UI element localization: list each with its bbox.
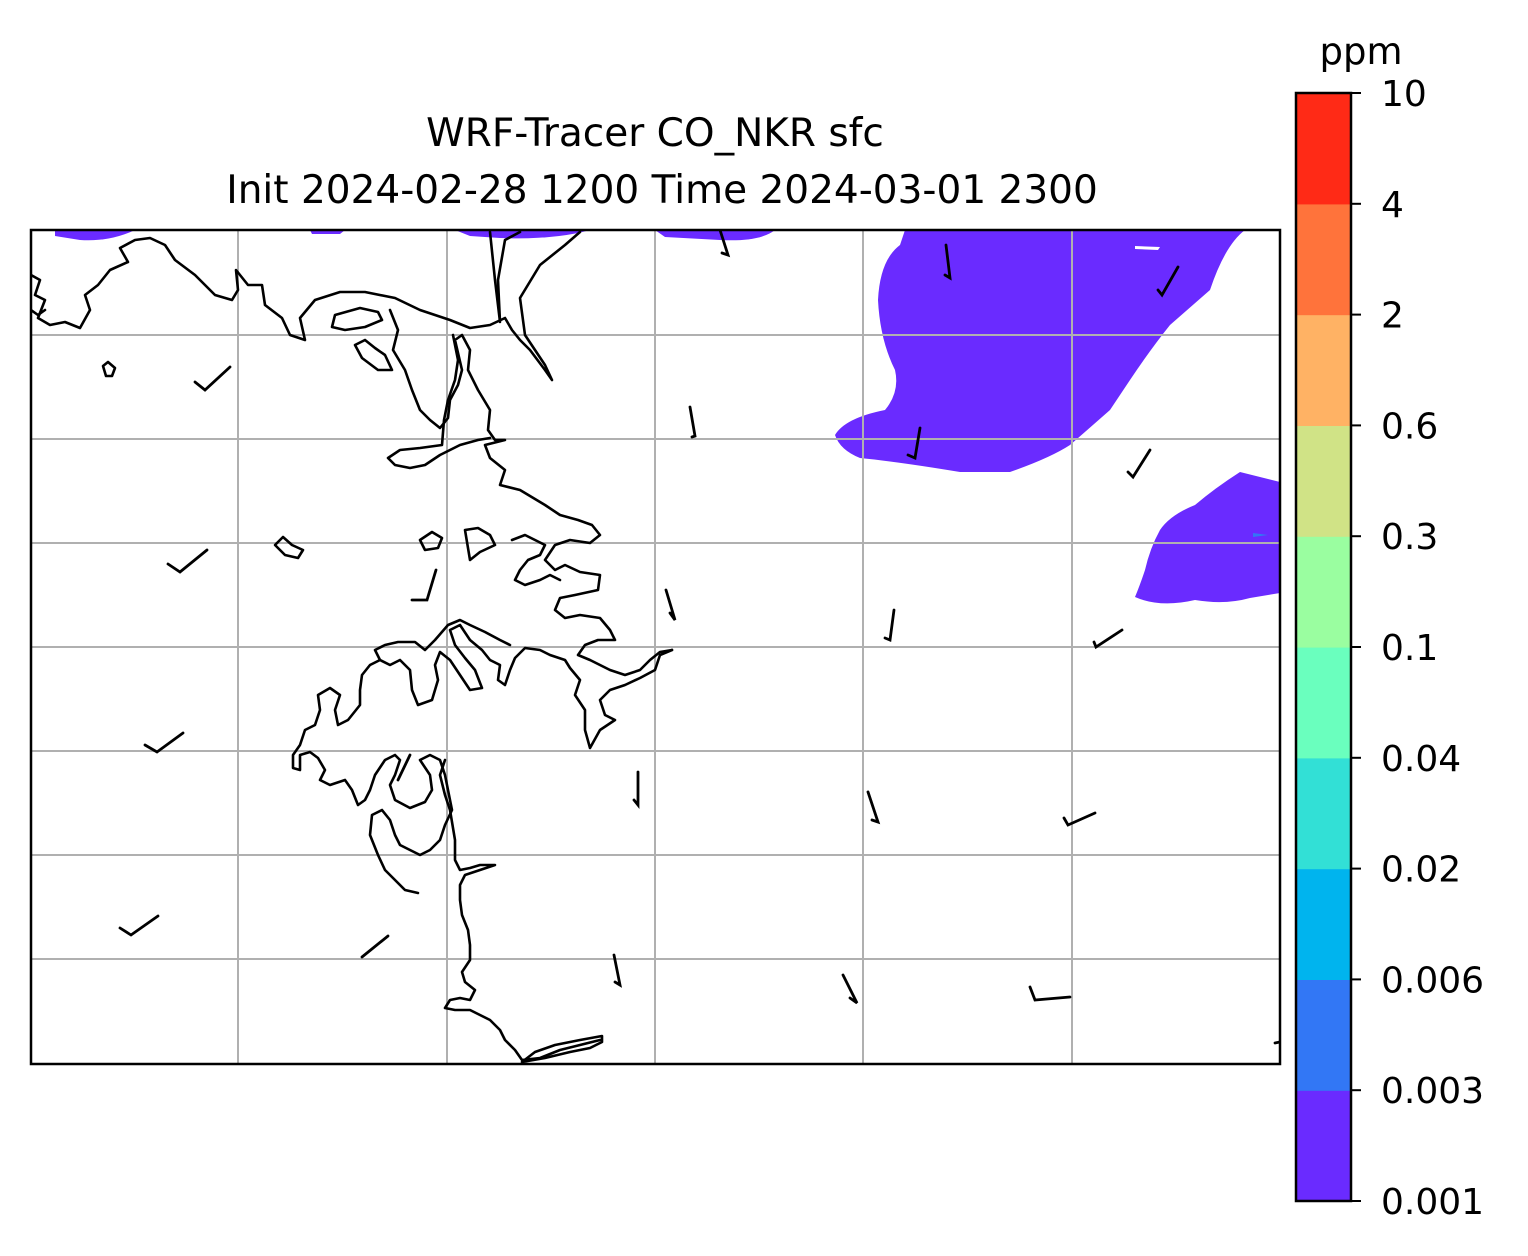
colorbar-tick-label: 0.1 bbox=[1381, 628, 1438, 669]
coast-south bbox=[438, 758, 602, 1062]
colorbar-bands bbox=[1296, 93, 1351, 1202]
coast-south-delta bbox=[520, 1034, 604, 1064]
colorbar-tick-label: 2 bbox=[1381, 296, 1404, 337]
coast-mid-isle bbox=[273, 535, 305, 560]
colorbar-band bbox=[1296, 757, 1351, 870]
colorbar-band bbox=[1296, 203, 1351, 316]
colorbar-band bbox=[1296, 536, 1351, 648]
contour-white-notch bbox=[1135, 246, 1160, 250]
colorbar-band bbox=[1296, 979, 1351, 1091]
colorbar: 0.001 0.003 0.006 0.02 0.04 0.1 0.3 0.6 2 4 10 ppm bbox=[1294, 30, 1484, 1223]
wind-barb bbox=[883, 608, 896, 642]
wind-barb bbox=[718, 230, 731, 258]
colorbar-band bbox=[1296, 868, 1351, 980]
coast-mid-islands bbox=[418, 526, 562, 587]
map-panel bbox=[29, 228, 1282, 1066]
wind-barb bbox=[841, 973, 859, 1005]
colorbar-tick-label: 0.04 bbox=[1381, 739, 1461, 780]
wind-barb bbox=[1028, 985, 1072, 1002]
contour-top-mid-c bbox=[655, 230, 775, 241]
wind-barb bbox=[1126, 448, 1152, 480]
colorbar-band bbox=[1296, 93, 1351, 205]
contour-east-plume bbox=[1135, 472, 1280, 604]
contour-northeast-plume bbox=[835, 230, 1245, 472]
coast-north bbox=[31, 230, 582, 382]
wind-barb bbox=[143, 731, 185, 754]
wind-barb bbox=[632, 770, 640, 809]
colorbar-tick-label: 0.006 bbox=[1381, 960, 1484, 1001]
colorbar-band bbox=[1296, 1090, 1351, 1202]
wind-barb bbox=[1156, 265, 1180, 298]
wind-barb bbox=[396, 753, 412, 782]
wind-barb bbox=[118, 914, 160, 937]
colorbar-tick-label: 0.6 bbox=[1381, 406, 1438, 447]
colorbar-tick-label: 0.3 bbox=[1381, 517, 1438, 558]
contour-top-left bbox=[55, 230, 135, 241]
colorbar-unit: ppm bbox=[1319, 30, 1402, 73]
wind-barb bbox=[410, 568, 438, 602]
colorbar-band bbox=[1296, 425, 1351, 537]
wind-barb bbox=[866, 790, 881, 825]
colorbar-tick-label: 0.02 bbox=[1381, 850, 1461, 891]
coast-estuary bbox=[386, 333, 492, 470]
wind-barb bbox=[943, 243, 952, 281]
wind-barb bbox=[688, 405, 697, 439]
map-frame bbox=[29, 228, 1282, 1066]
wind-barb bbox=[193, 365, 232, 392]
coast-north-inlet bbox=[488, 230, 522, 324]
wind-barb bbox=[664, 588, 677, 621]
coastlines bbox=[31, 230, 674, 1064]
colorbar-tick-label: 10 bbox=[1381, 74, 1427, 115]
colorbar-band bbox=[1296, 647, 1351, 759]
wind-barbs bbox=[118, 230, 1280, 1045]
wind-barb bbox=[906, 426, 922, 460]
wind-barb bbox=[1062, 811, 1097, 827]
gridlines bbox=[31, 230, 1280, 1064]
wind-barb bbox=[360, 934, 390, 959]
coast-west-tip bbox=[31, 308, 47, 317]
colorbar-tick-label: 0.003 bbox=[1381, 1071, 1484, 1112]
plot-title-line1: WRF-Tracer CO_NKR sfc bbox=[426, 111, 884, 156]
coast-main-left bbox=[388, 308, 674, 677]
colorbar-ticks: 0.001 0.003 0.006 0.02 0.04 0.1 0.3 0.6 2 4 10 bbox=[1351, 74, 1484, 1223]
plot-title-line2: Init 2024-02-28 1200 Time 2024-03-01 230… bbox=[226, 168, 1098, 213]
coast-island-a bbox=[101, 360, 117, 378]
coast-mid-south bbox=[373, 618, 674, 750]
wind-barb bbox=[612, 953, 622, 988]
coast-bay-a bbox=[353, 338, 394, 372]
coast-mid-west bbox=[291, 658, 454, 895]
wind-barb bbox=[1092, 628, 1124, 650]
colorbar-tick-label: 0.001 bbox=[1381, 1182, 1484, 1223]
coast-north-island bbox=[330, 306, 384, 332]
wind-barb bbox=[166, 548, 209, 574]
contour-small-cell bbox=[1253, 533, 1268, 537]
colorbar-tick-label: 4 bbox=[1381, 185, 1404, 226]
colorbar-band bbox=[1296, 314, 1351, 426]
